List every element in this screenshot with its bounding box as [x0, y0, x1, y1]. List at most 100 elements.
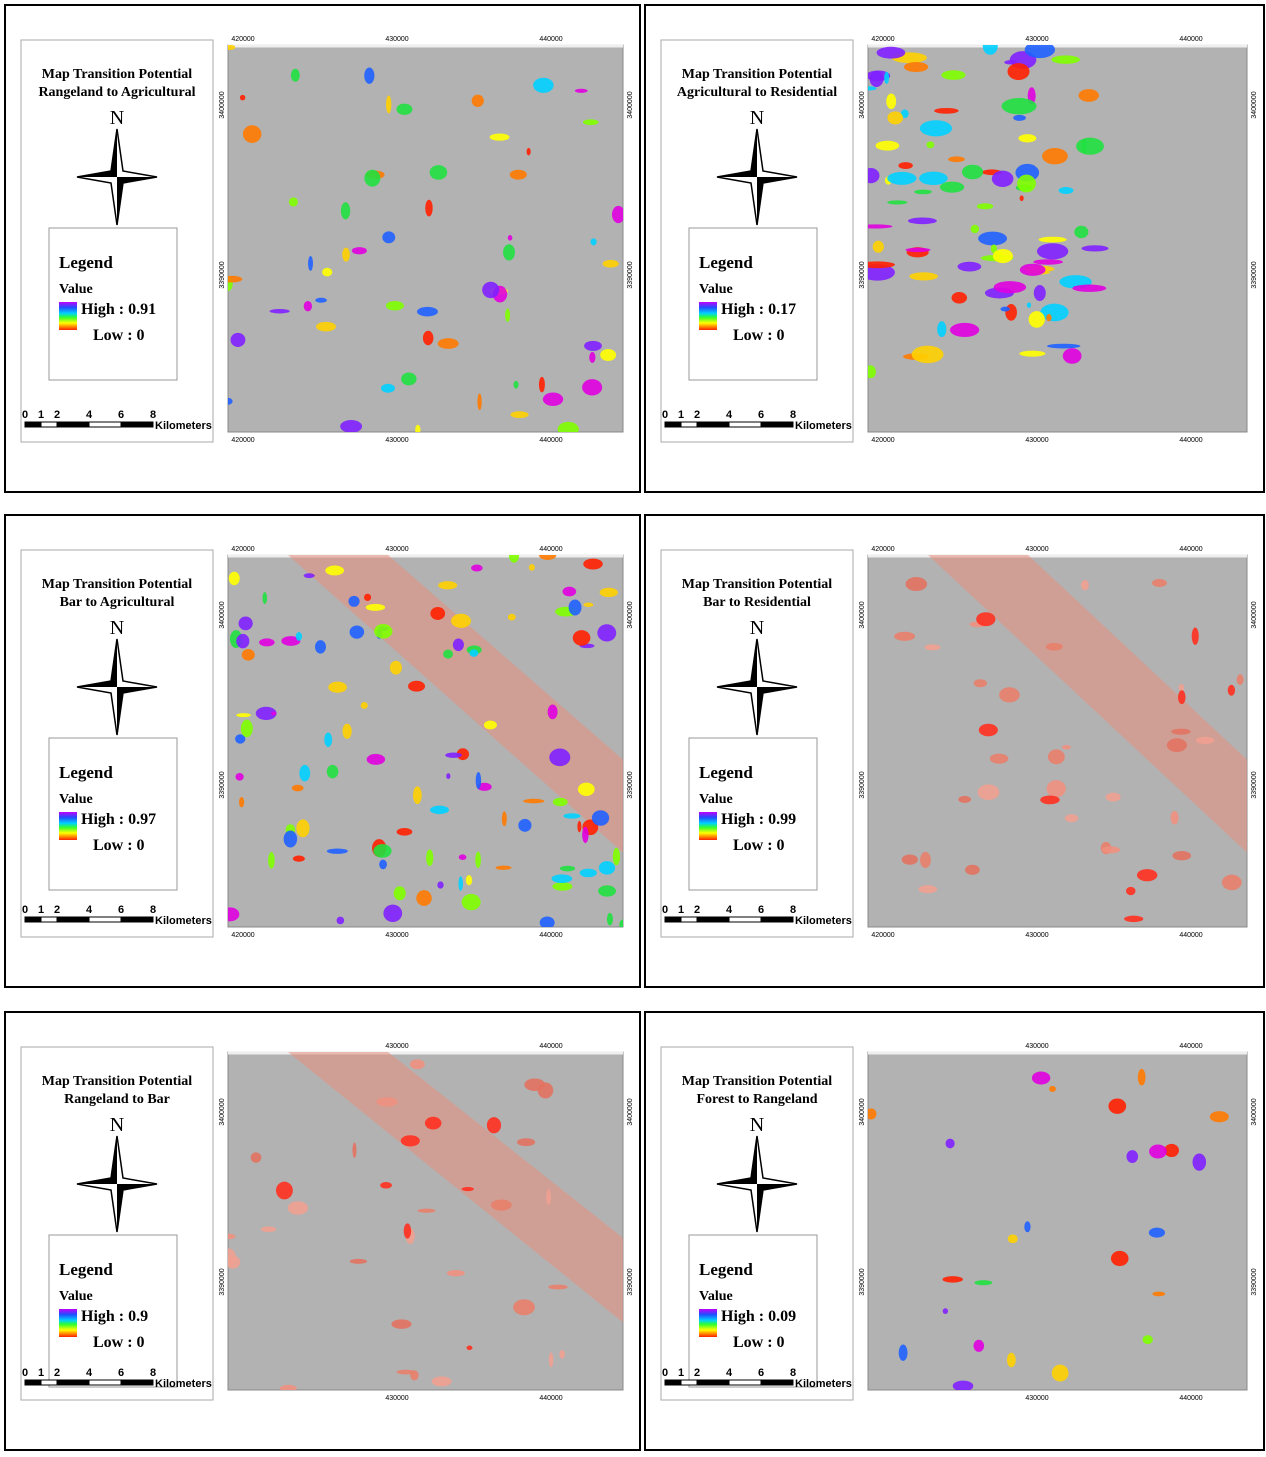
scale-label: 4	[86, 409, 93, 421]
raster-blob	[490, 133, 510, 140]
raster-blob	[430, 806, 449, 814]
x-tick-bottom: 440000	[539, 437, 562, 444]
raster-blob	[1149, 1228, 1165, 1238]
scale-label: 6	[758, 1367, 764, 1379]
raster-blob	[990, 754, 1009, 764]
raster-blob	[391, 1319, 411, 1329]
scale-label: 2	[694, 1367, 700, 1379]
raster-blob	[505, 308, 510, 322]
scale-segment	[89, 1380, 121, 1385]
raster-blob	[445, 753, 462, 758]
raster-blob	[582, 827, 588, 843]
y-tick-left: 3400000	[859, 91, 866, 118]
y-tick-left: 3400000	[219, 91, 226, 118]
raster-blob	[978, 232, 1007, 246]
raster-blob	[539, 377, 545, 392]
raster-blob	[417, 307, 438, 317]
raster-blob	[1020, 195, 1024, 201]
legend-subtitle: Value	[699, 1289, 733, 1304]
map-frame	[868, 1052, 1247, 1390]
scale-segment	[41, 917, 57, 922]
raster-blob	[291, 69, 300, 82]
scale-segment	[761, 917, 793, 922]
raster-blob	[517, 1138, 535, 1146]
raster-blob	[1076, 138, 1104, 155]
raster-blob	[447, 1270, 465, 1276]
raster-blob	[292, 785, 304, 792]
raster-blob	[1152, 579, 1167, 587]
y-tick-left: 3390000	[219, 261, 226, 288]
raster-blob	[584, 341, 602, 351]
x-tick-top: 420000	[231, 36, 254, 43]
x-tick-bottom: 430000	[1025, 932, 1048, 939]
raster-blob	[592, 810, 609, 825]
raster-blob	[259, 638, 275, 646]
map-frame	[228, 45, 623, 432]
y-tick-left: 3390000	[859, 261, 866, 288]
raster-blob	[992, 171, 1014, 187]
raster-blob	[397, 828, 413, 836]
raster-blob	[905, 577, 927, 591]
raster-blob	[423, 331, 434, 346]
raster-blob	[1002, 98, 1037, 114]
map-title: Map Transition Potential	[42, 67, 192, 82]
raster-blob	[364, 67, 374, 83]
y-tick-right: 3400000	[1251, 91, 1258, 118]
raster-blob	[288, 1201, 308, 1215]
raster-blob	[994, 281, 1027, 293]
raster-blob	[1081, 580, 1089, 590]
raster-blob	[1237, 674, 1244, 685]
y-tick-left: 3390000	[219, 1268, 226, 1295]
scale-segment	[697, 1380, 729, 1385]
map-title: Rangeland to Agricultural	[38, 85, 195, 100]
raster-blob	[327, 765, 339, 778]
raster-blob	[373, 844, 391, 858]
legend-low: Low : 0	[733, 1334, 785, 1351]
raster-blob	[432, 1376, 452, 1386]
raster-blob	[599, 861, 615, 875]
raster-blob	[1047, 344, 1080, 349]
raster-blob	[386, 301, 404, 311]
raster-blob	[1024, 1221, 1030, 1232]
raster-blob	[918, 885, 937, 893]
raster-blob	[899, 1345, 908, 1361]
raster-blob	[1049, 1086, 1056, 1092]
raster-blob	[873, 241, 884, 253]
x-tick-bottom: 440000	[539, 932, 562, 939]
raster-blob	[562, 587, 576, 597]
raster-blob	[884, 72, 889, 84]
raster-blob	[906, 248, 931, 252]
raster-blob	[1017, 175, 1036, 193]
x-tick-bottom: 430000	[1025, 437, 1048, 444]
raster-blob	[1037, 243, 1068, 259]
raster-blob	[920, 852, 931, 868]
scale-label: 2	[54, 1367, 60, 1379]
raster-blob	[924, 644, 940, 650]
scale-label: 4	[86, 904, 93, 916]
raster-blob	[1171, 811, 1179, 825]
raster-blob	[340, 420, 362, 433]
scale-label: 2	[54, 409, 60, 421]
raster-blob	[510, 170, 527, 180]
raster-blob	[951, 292, 967, 304]
scale-segment	[665, 1380, 681, 1385]
scale-label: 6	[758, 904, 764, 916]
raster-blob	[471, 565, 483, 572]
raster-blob	[580, 869, 597, 878]
raster-blob	[315, 298, 327, 303]
raster-blob	[341, 202, 350, 219]
raster-blob	[1074, 226, 1088, 238]
x-tick-bottom: 420000	[871, 437, 894, 444]
raster-blob	[394, 886, 406, 900]
raster-blob	[584, 603, 594, 607]
scale-label: 0	[22, 409, 28, 421]
scale-segment	[25, 422, 41, 427]
y-tick-left: 3390000	[859, 771, 866, 798]
raster-blob	[953, 1381, 974, 1392]
panel: 4200004200004300004300004400004400003400…	[5, 515, 640, 987]
raster-blob	[904, 62, 928, 72]
legend-low: Low : 0	[93, 837, 145, 854]
legend-title: Legend	[59, 1260, 113, 1279]
raster-blob	[472, 95, 484, 107]
raster-blob	[241, 720, 253, 738]
